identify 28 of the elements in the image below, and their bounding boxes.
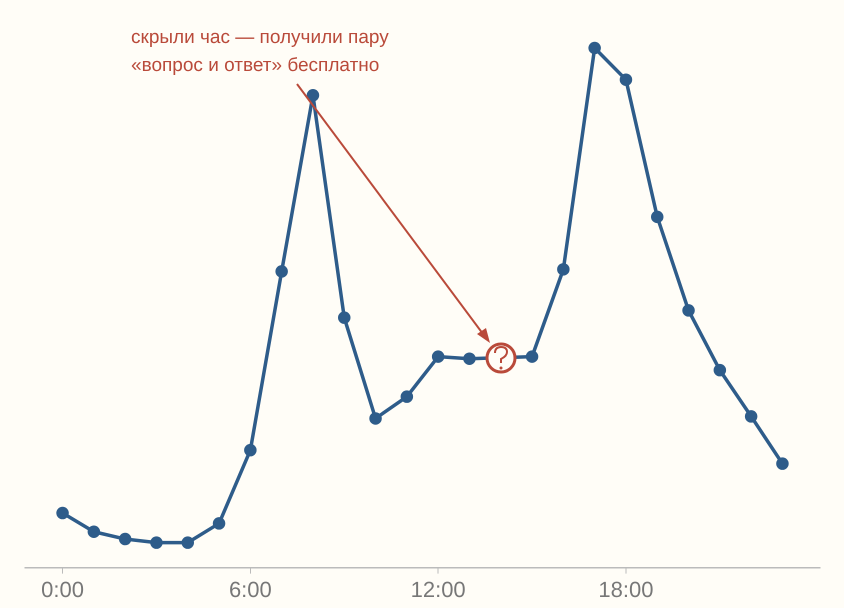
point (400, 390, 414, 403)
point (650, 210, 664, 224)
point (557, 263, 570, 276)
point (588, 42, 601, 54)
x-tick-label: 0:00 (41, 576, 84, 602)
point (714, 364, 726, 376)
x-tick-label: 12:00 (410, 576, 466, 602)
point (56, 506, 69, 520)
point (463, 352, 476, 365)
point (432, 350, 444, 363)
point (88, 525, 100, 538)
point (182, 536, 194, 549)
x-tick-label: 6:00 (228, 576, 272, 602)
point (118, 532, 132, 546)
point (620, 73, 632, 86)
point (776, 457, 789, 470)
point (212, 517, 226, 530)
point (369, 412, 382, 425)
point (275, 265, 288, 278)
point (682, 304, 695, 317)
point (150, 536, 163, 549)
annotation: скрыли час — получили пару «вопрос и ответ» бесплатно (131, 26, 390, 78)
point (744, 410, 758, 423)
point (306, 89, 320, 102)
x-tick-label: 18:00 (598, 576, 654, 602)
point (244, 444, 257, 456)
point (526, 350, 538, 363)
point (338, 311, 350, 324)
